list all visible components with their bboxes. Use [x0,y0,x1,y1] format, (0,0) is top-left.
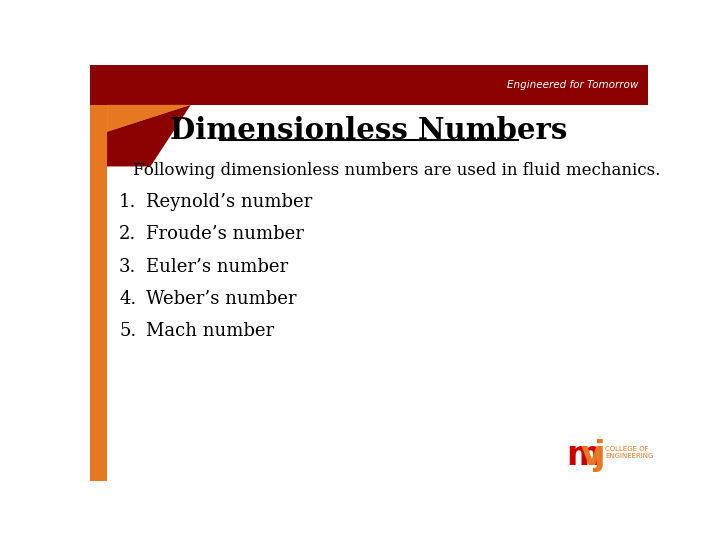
Bar [90,65,191,105]
Text: j: j [593,440,605,472]
Text: m: m [567,440,601,472]
Text: 1.: 1. [119,193,137,211]
Text: Reynold’s number: Reynold’s number [145,193,312,211]
Polygon shape [107,105,191,132]
Text: Dimensionless Numbers: Dimensionless Numbers [171,116,567,145]
Text: Mach number: Mach number [145,322,274,340]
Text: 4.: 4. [120,290,137,308]
Bar [90,65,648,105]
Text: v: v [580,440,603,472]
Text: COLLEGE OF
ENGINEERING: COLLEGE OF ENGINEERING [606,447,654,460]
Text: 2.: 2. [120,225,137,243]
Text: Euler’s number: Euler’s number [145,258,288,275]
Text: Froude’s number: Froude’s number [145,225,304,243]
Bar [90,105,107,481]
Text: 3.: 3. [119,258,137,275]
Text: Weber’s number: Weber’s number [145,290,297,308]
Text: 5.: 5. [120,322,137,340]
Bar [90,65,107,105]
Polygon shape [107,105,191,166]
Text: Engineered for Tomorrow: Engineered for Tomorrow [508,80,639,90]
Text: Following dimensionless numbers are used in fluid mechanics.: Following dimensionless numbers are used… [132,162,660,179]
